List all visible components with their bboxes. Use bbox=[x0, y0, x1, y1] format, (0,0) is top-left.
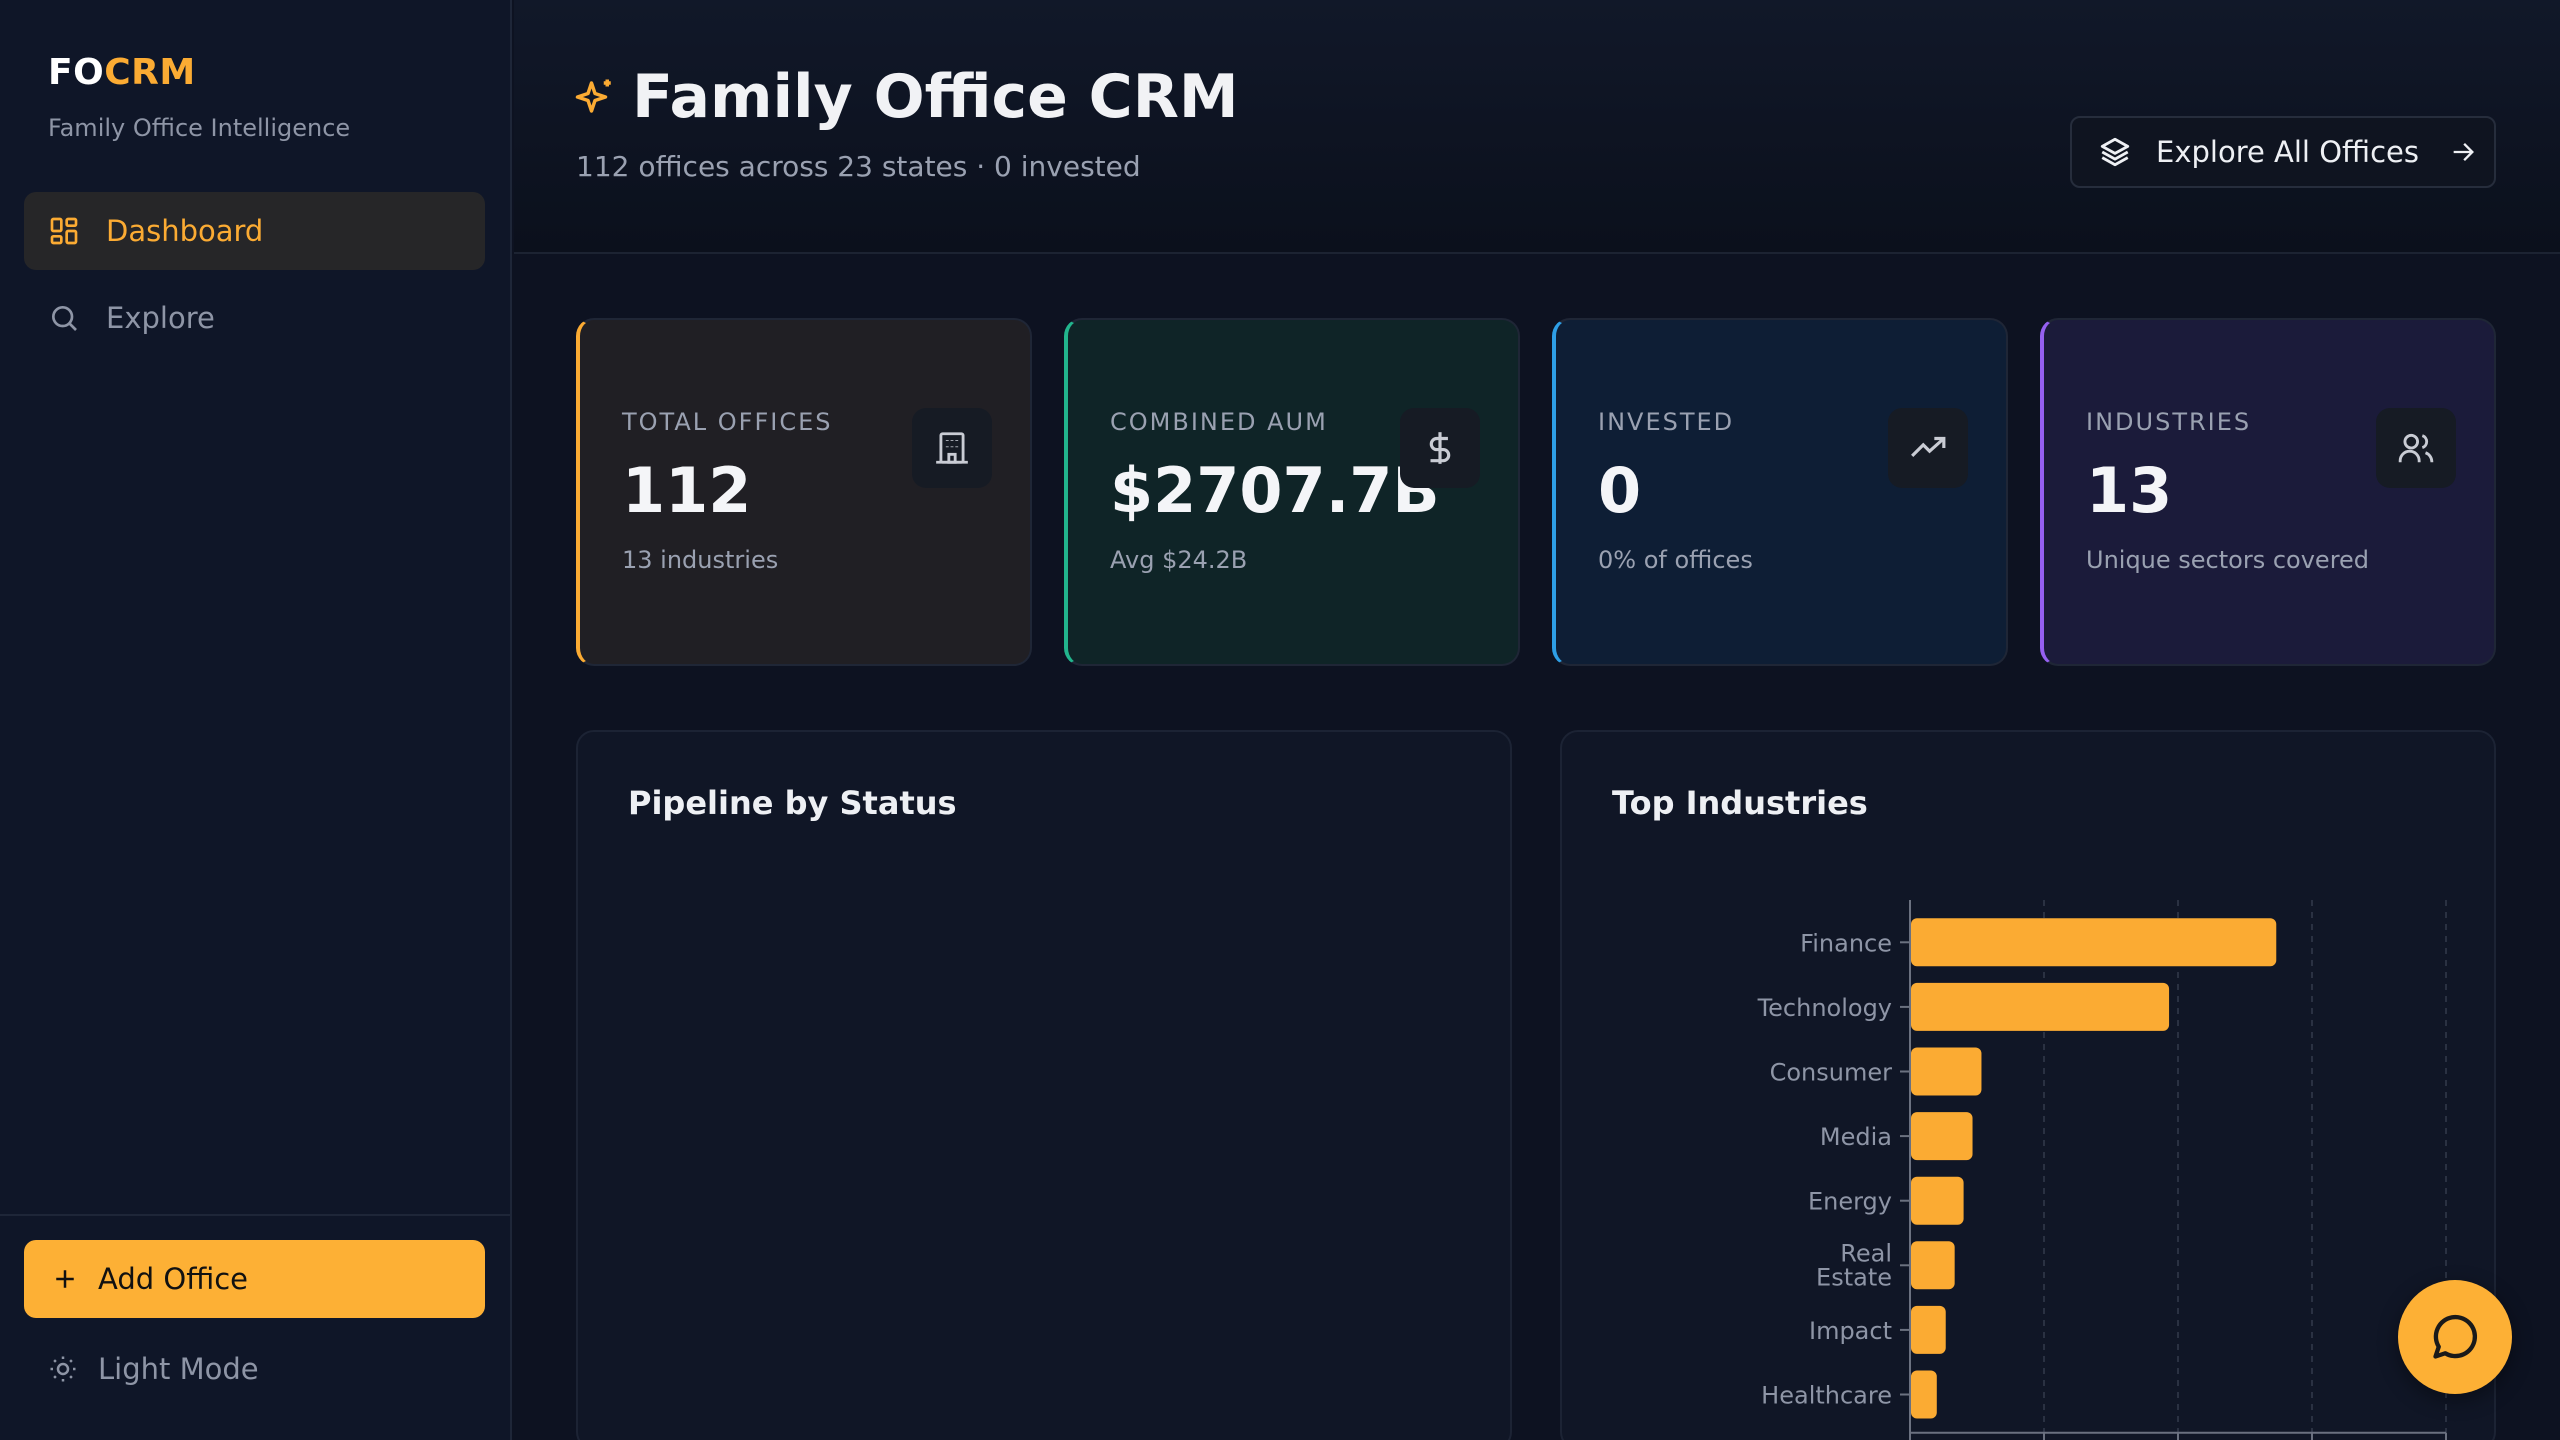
sun-icon bbox=[50, 1356, 76, 1382]
brand-subtitle: Family Office Intelligence bbox=[48, 114, 351, 142]
page-header: Family Office CRM 112 offices across 23 … bbox=[514, 0, 2560, 254]
panel-title: Pipeline by Status bbox=[628, 784, 957, 822]
brand-suffix: CRM bbox=[104, 52, 196, 93]
grid-icon bbox=[50, 217, 78, 245]
category-label: Energy bbox=[1808, 1188, 1892, 1216]
sidebar-item-dashboard[interactable]: Dashboard bbox=[24, 192, 485, 270]
stat-subtext: 0% of offices bbox=[1598, 546, 1753, 574]
stat-label: COMBINED AUM bbox=[1110, 408, 1328, 436]
stat-subtext: 13 industries bbox=[622, 546, 779, 574]
top-industries-panel: Top Industries Finance Technology Consumer… bbox=[1560, 730, 2496, 1440]
add-office-button[interactable]: Add Office bbox=[24, 1240, 485, 1318]
category-label: Healthcare bbox=[1761, 1382, 1892, 1410]
category-label: Technology bbox=[1757, 994, 1892, 1022]
page-title: Family Office CRM bbox=[632, 62, 1239, 132]
category-label: Consumer bbox=[1770, 1059, 1893, 1087]
theme-toggle-label: Light Mode bbox=[98, 1352, 259, 1386]
users-icon bbox=[2398, 433, 2434, 463]
title-row: Family Office CRM bbox=[574, 62, 1239, 132]
bar[interactable] bbox=[1911, 1047, 1982, 1096]
bar[interactable] bbox=[1911, 1370, 1937, 1419]
bar[interactable] bbox=[1911, 1305, 1946, 1354]
bar[interactable] bbox=[1911, 1112, 1973, 1161]
stat-icon-box bbox=[1400, 408, 1480, 488]
stat-card-total-offices: TOTAL OFFICES 112 13 industries bbox=[576, 318, 1032, 666]
panel-title: Top Industries bbox=[1612, 784, 1868, 822]
layers-icon bbox=[2100, 137, 2130, 167]
stat-label: TOTAL OFFICES bbox=[622, 408, 833, 436]
bar[interactable] bbox=[1911, 982, 2170, 1031]
add-office-label: Add Office bbox=[98, 1262, 249, 1296]
explore-all-offices-button[interactable]: Explore All Offices bbox=[2070, 116, 2496, 188]
brand-prefix: FO bbox=[48, 52, 105, 93]
sidebar-item-explore[interactable]: Explore bbox=[24, 279, 485, 357]
stat-icon-box bbox=[912, 408, 992, 488]
dollar-icon bbox=[1429, 432, 1451, 464]
bar[interactable] bbox=[1911, 1176, 1964, 1225]
message-circle-icon bbox=[2433, 1314, 2478, 1359]
stat-card-combined-aum: COMBINED AUM $2707.7B Avg $24.2B bbox=[1064, 318, 1520, 666]
sidebar: FOCRM Family Office Intelligence Dashboa… bbox=[0, 0, 512, 1440]
bar[interactable] bbox=[1911, 1241, 1955, 1290]
category-label: Finance bbox=[1800, 929, 1892, 957]
stat-card-invested: INVESTED 0 0% of offices bbox=[1552, 318, 2008, 666]
trending-up-icon bbox=[1911, 436, 1946, 458]
arrow-right-icon bbox=[2453, 143, 2474, 161]
brand-logo[interactable]: FOCRM bbox=[48, 52, 196, 93]
category-label: Real Estate bbox=[1816, 1239, 1892, 1291]
building-icon bbox=[936, 432, 968, 464]
stat-icon-box bbox=[2376, 408, 2456, 488]
pipeline-by-status-panel: Pipeline by Status bbox=[576, 730, 1512, 1440]
stat-card-industries: INDUSTRIES 13 Unique sectors covered bbox=[2040, 318, 2496, 666]
stat-label: INVESTED bbox=[1598, 408, 1735, 436]
category-label: Impact bbox=[1809, 1317, 1892, 1345]
top-industries-chart: Finance Technology Consumer Media Energy Real… bbox=[1757, 900, 2447, 1440]
explore-button-label: Explore All Offices bbox=[2156, 135, 2419, 169]
stat-subtext: Unique sectors covered bbox=[2086, 546, 2370, 574]
chat-button[interactable] bbox=[2398, 1280, 2512, 1394]
search-icon bbox=[52, 306, 77, 331]
stat-value: 13 bbox=[2086, 454, 2173, 527]
sparkles-icon bbox=[575, 79, 611, 113]
stat-value: 0 bbox=[1598, 454, 1642, 527]
plus-icon bbox=[56, 1270, 74, 1288]
bar[interactable] bbox=[1911, 918, 2277, 967]
stat-icon-box bbox=[1888, 408, 1968, 488]
sidebar-item-label: Dashboard bbox=[106, 214, 264, 248]
category-label: Media bbox=[1820, 1123, 1892, 1151]
stat-label: INDUSTRIES bbox=[2086, 408, 2252, 436]
sidebar-item-label: Explore bbox=[106, 301, 215, 335]
stat-value: 112 bbox=[622, 454, 752, 527]
stat-subtext: Avg $24.2B bbox=[1110, 546, 1248, 574]
page-subtitle: 112 offices across 23 states · 0 investe… bbox=[576, 150, 1141, 183]
sidebar-divider bbox=[0, 1214, 510, 1216]
light-mode-toggle[interactable]: Light Mode bbox=[48, 1352, 259, 1386]
stat-value: $2707.7B bbox=[1110, 454, 1440, 527]
